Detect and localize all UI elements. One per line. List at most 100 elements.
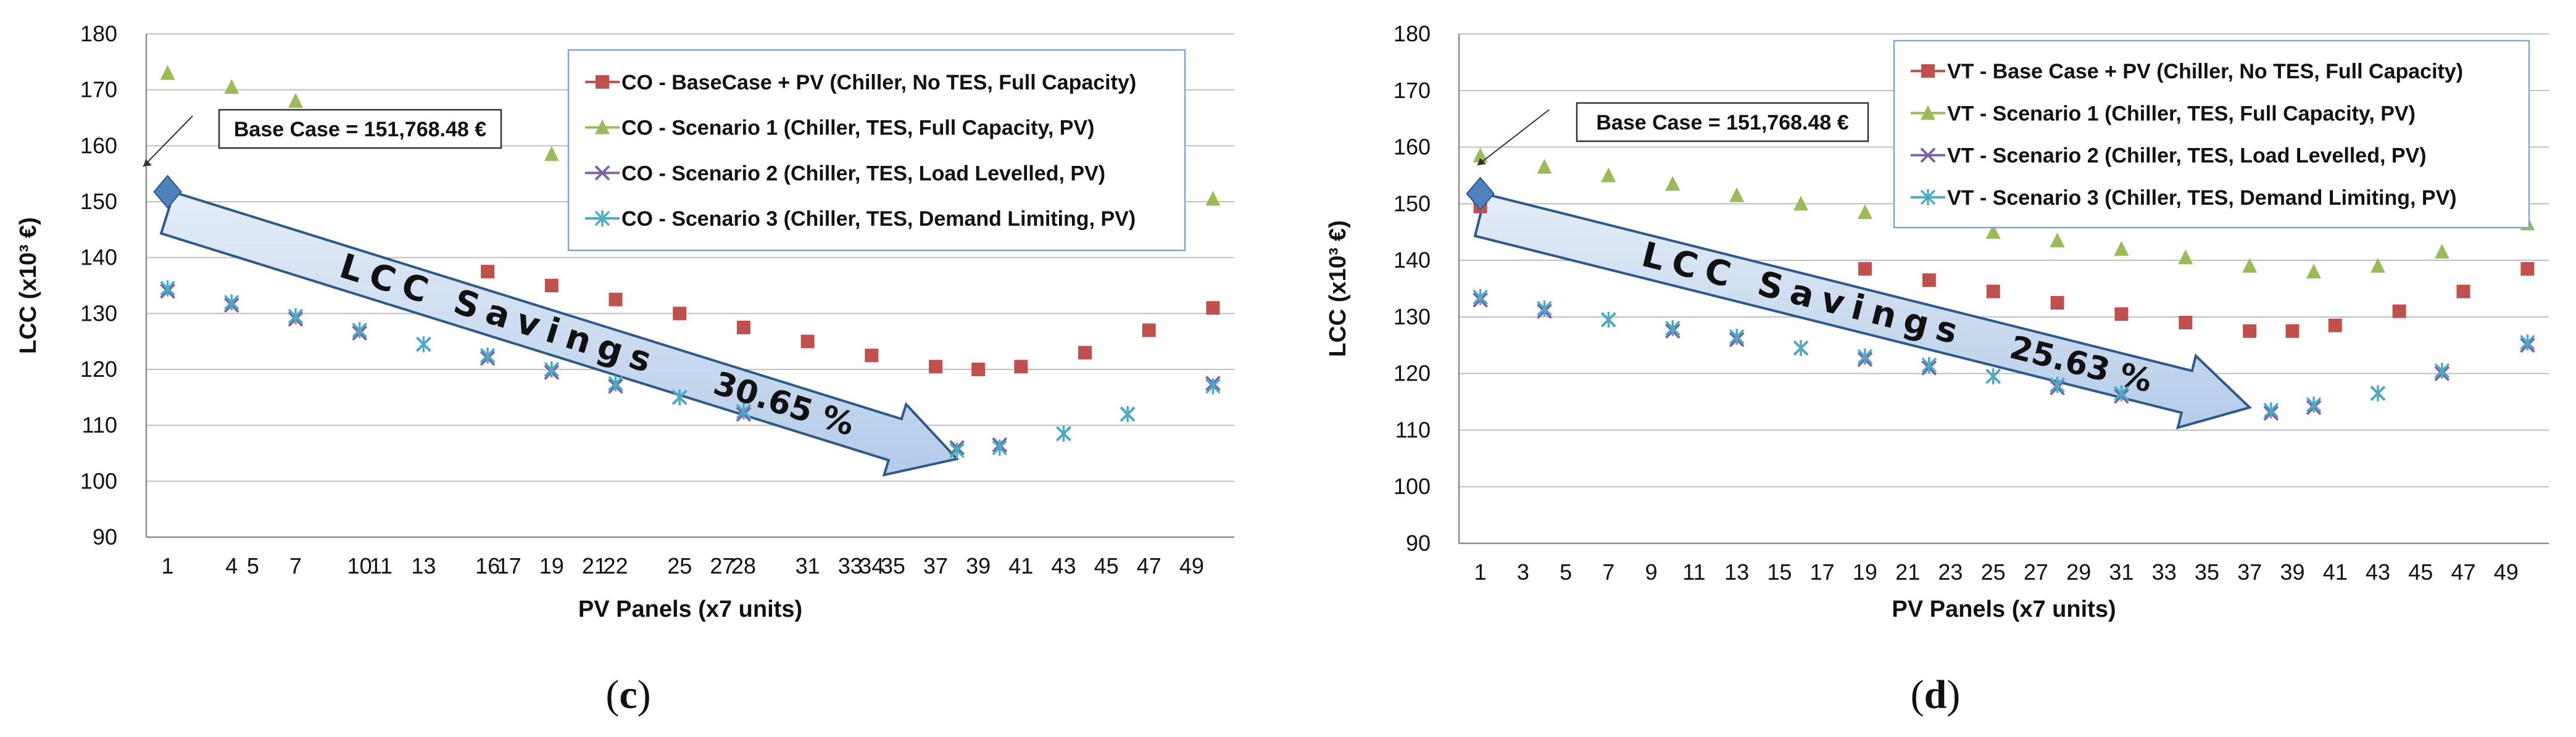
- x-tick-label: 25: [1981, 559, 2006, 585]
- y-tick-label: 100: [80, 468, 117, 493]
- x-tick-label: 7: [289, 553, 302, 578]
- x-tick-label: 25: [667, 553, 692, 578]
- x-axis-label: PV Panels (x7 units): [1892, 596, 2116, 622]
- x-tick-label: 35: [2195, 559, 2219, 585]
- point-series-2: [224, 79, 239, 94]
- savings-percent: 25.63 %: [2006, 329, 2156, 400]
- savings-percent: 30.65 %: [709, 365, 858, 443]
- point-series-1: [800, 334, 815, 348]
- x-tick-label: 9: [1645, 559, 1658, 585]
- point-series-1: [1078, 345, 1092, 360]
- x-tick-label: 28: [731, 553, 756, 578]
- point-series-1: [2285, 324, 2300, 338]
- legend-box: [567, 49, 1186, 252]
- x-tick-label: 39: [2280, 559, 2304, 585]
- savings-arrow: [159, 191, 960, 477]
- y-tick-label: 150: [80, 189, 117, 214]
- x-tick-label: 47: [2451, 559, 2475, 585]
- x-tick-label: 27: [710, 553, 734, 578]
- point-series-1: [481, 265, 495, 279]
- legend-box: [1893, 39, 2530, 229]
- legend-marker-1: [596, 75, 609, 89]
- x-axis-label: PV Panels (x7 units): [578, 596, 802, 622]
- x-tick-label: 4: [225, 553, 238, 578]
- annotation-pointer-head: [1477, 158, 1486, 165]
- x-tick-label: 43: [2366, 559, 2390, 585]
- point-series-1: [2179, 316, 2193, 330]
- y-tick-label: 140: [80, 245, 117, 270]
- point-series-4: [2050, 377, 2065, 393]
- y-tick-label: 100: [1394, 474, 1431, 499]
- point-series-4: [736, 403, 752, 419]
- x-tick-label: 47: [1137, 553, 1161, 578]
- point-series-2: [1665, 176, 1681, 191]
- point-series-2: [288, 93, 303, 108]
- x-tick-label: 21: [1895, 559, 1920, 585]
- legend-label-2: CO - Scenario 1 (Chiller, TES, Full Capa…: [621, 117, 1094, 140]
- point-series-1: [673, 307, 687, 321]
- point-series-4: [1205, 378, 1221, 395]
- y-tick-label: 120: [1394, 361, 1431, 386]
- point-series-1: [1922, 273, 1936, 287]
- point-series-4: [1120, 406, 1136, 422]
- point-series-4: [2434, 363, 2450, 379]
- point-series-2: [1729, 187, 1745, 202]
- y-axis-label: LCC (x10³ €): [1325, 220, 1351, 357]
- x-tick-label: 39: [966, 553, 991, 578]
- point-series-2: [1985, 224, 2001, 239]
- legend-marker-2: [595, 119, 610, 134]
- x-tick-label: 49: [2494, 559, 2519, 585]
- point-series-4: [160, 280, 175, 297]
- point-series-4: [544, 361, 560, 377]
- chart-caption: (c): [605, 672, 650, 717]
- point-series-4: [608, 375, 623, 392]
- point-series-1: [609, 292, 623, 307]
- point-series-4: [2114, 385, 2129, 401]
- legend-label-1: CO - BaseCase + PV (Chiller, No TES, Ful…: [621, 71, 1136, 94]
- x-tick-label: 41: [2323, 559, 2348, 585]
- point-series-4: [1665, 320, 1681, 337]
- x-tick-label: 17: [497, 553, 521, 578]
- x-tick-label: 22: [603, 553, 628, 578]
- y-tick-label: 160: [1394, 134, 1431, 160]
- y-tick-label: 170: [1394, 78, 1431, 103]
- x-tick-label: 15: [1767, 559, 1792, 585]
- base-case-box: [1576, 102, 1869, 142]
- legend-label-3: VT - Scenario 2 (Chiller, TES, Load Leve…: [1947, 144, 2427, 168]
- x-tick-label: 1: [1474, 559, 1487, 585]
- point-series-1: [1142, 323, 1156, 337]
- point-series-4: [288, 308, 304, 324]
- legend-label-4: CO - Scenario 3 (Chiller, TES, Demand Li…: [621, 207, 1136, 231]
- x-tick-label: 35: [881, 553, 905, 578]
- savings-arrow-label: LCC Savings: [335, 246, 664, 383]
- x-tick-label: 31: [2109, 559, 2134, 585]
- y-tick-label: 120: [80, 356, 117, 382]
- legend-marker-3: [1920, 147, 1936, 163]
- x-tick-label: 5: [1560, 559, 1572, 585]
- y-tick-label: 180: [1394, 21, 1431, 46]
- point-series-1: [736, 321, 750, 334]
- point-series-2: [1537, 159, 1552, 174]
- point-series-2: [2114, 241, 2129, 256]
- point-series-4: [224, 294, 239, 311]
- point-series-1: [2243, 324, 2257, 338]
- y-tick-label: 140: [1394, 247, 1431, 273]
- point-series-4: [671, 389, 688, 406]
- point-series-1: [2520, 261, 2535, 276]
- point-series-4: [2520, 334, 2535, 351]
- point-series-4: [352, 322, 367, 339]
- x-tick-label: 37: [2237, 559, 2262, 585]
- x-tick-label: 31: [796, 553, 820, 578]
- annotation-pointer: [1477, 109, 1550, 166]
- point-series-4: [1537, 300, 1552, 317]
- y-tick-label: 90: [93, 524, 117, 550]
- point-series-4: [1601, 311, 1616, 328]
- x-tick-label: 33: [838, 553, 863, 578]
- annotation-pointer: [143, 115, 193, 167]
- point-series-1: [1858, 261, 1872, 276]
- point-series-4: [1729, 329, 1745, 345]
